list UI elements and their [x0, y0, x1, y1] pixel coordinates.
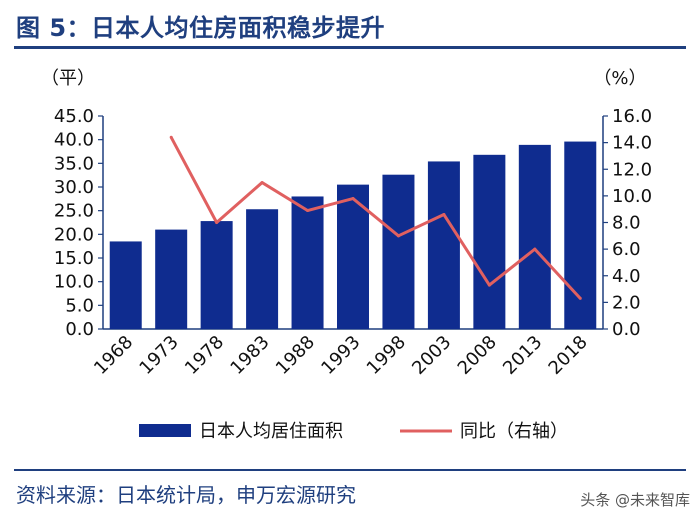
bar: [564, 141, 597, 329]
legend-bar-swatch: [139, 424, 191, 437]
source-rule: [14, 469, 686, 471]
x-tick-label: 1978: [181, 332, 228, 379]
x-tick-label: 1968: [90, 332, 137, 379]
x-tick-label: 1988: [272, 332, 319, 379]
right-axis-unit: （%）: [593, 68, 646, 89]
right-tick-label: 4.0: [612, 266, 641, 287]
bar: [291, 196, 324, 329]
line-series: [169, 135, 582, 300]
line-point: [306, 209, 310, 213]
title-rule: [14, 46, 686, 49]
line-point: [487, 283, 491, 287]
watermark: 头条 @未来智库: [580, 491, 690, 509]
x-tick-label: 1993: [317, 332, 364, 379]
right-y-axis: 0.0 2.0 4.0 6.0 8.0 10.0 12.0 14.0 16.0 （%）: [593, 68, 652, 340]
x-tick-label: 2003: [408, 332, 455, 379]
line-point: [351, 197, 355, 201]
bar: [200, 221, 233, 329]
left-tick-label: 20.0: [54, 224, 94, 245]
bar: [427, 161, 460, 329]
legend-line-label: 同比（右轴）: [460, 421, 568, 442]
legend-bar-label: 日本人均居住面积: [199, 421, 343, 442]
bar: [246, 209, 279, 329]
bar: [518, 144, 551, 329]
chart: 0.05.010.015.020.025.030.035.040.045.0（平…: [41, 68, 652, 442]
growth-line: [169, 136, 582, 300]
left-tick-label: 5.0: [65, 295, 94, 316]
x-tick-label: 2013: [499, 332, 546, 379]
left-tick-label: 40.0: [54, 130, 94, 151]
line-point: [215, 221, 219, 224]
line-point: [442, 213, 446, 217]
line-point: [169, 135, 173, 139]
right-tick-label: 8.0: [612, 213, 641, 234]
x-tick-label: 1983: [226, 332, 273, 379]
left-axis-unit: （平）: [41, 68, 95, 89]
left-tick-label: 35.0: [54, 153, 94, 174]
chart-title: 图 5：日本人均住房面积稳步提升: [16, 14, 386, 42]
right-tick-label: 0.0: [612, 319, 641, 340]
left-tick-label: 30.0: [54, 177, 94, 198]
bar: [155, 229, 188, 329]
line-point: [578, 296, 582, 300]
right-tick-label: 14.0: [612, 133, 652, 154]
bar: [109, 241, 142, 329]
x-tick-label: 1998: [363, 332, 410, 379]
right-tick-label: 16.0: [612, 106, 652, 127]
left-tick-label: 0.0: [65, 319, 94, 340]
line-point: [533, 247, 537, 251]
bar: [473, 154, 506, 329]
bar: [382, 174, 415, 329]
line-point: [396, 234, 400, 238]
left-tick-label: 45.0: [54, 106, 94, 127]
left-tick-label: 10.0: [54, 272, 94, 293]
x-axis-labels: 1968197319781983198819931998200320082013…: [90, 332, 592, 379]
left-tick-label: 25.0: [54, 201, 94, 222]
right-tick-label: 6.0: [612, 239, 641, 260]
legend: 日本人均居住面积 同比（右轴）: [139, 421, 568, 442]
bar-series: [109, 141, 597, 329]
right-tick-label: 2.0: [612, 292, 641, 313]
right-tick-label: 12.0: [612, 159, 652, 180]
source-note: 资料来源：日本统计局，申万宏源研究: [16, 483, 356, 507]
left-tick-label: 15.0: [54, 248, 94, 269]
line-point: [260, 181, 264, 185]
right-tick-label: 10.0: [612, 186, 652, 207]
x-tick-label: 2008: [454, 332, 501, 379]
x-tick-label: 2018: [545, 332, 592, 379]
left-y-axis: 0.0 5.010.0 15.0 20.025.0 30.0 35.040.0 45.0 （平…: [41, 68, 603, 340]
x-tick-label: 1973: [135, 332, 182, 379]
